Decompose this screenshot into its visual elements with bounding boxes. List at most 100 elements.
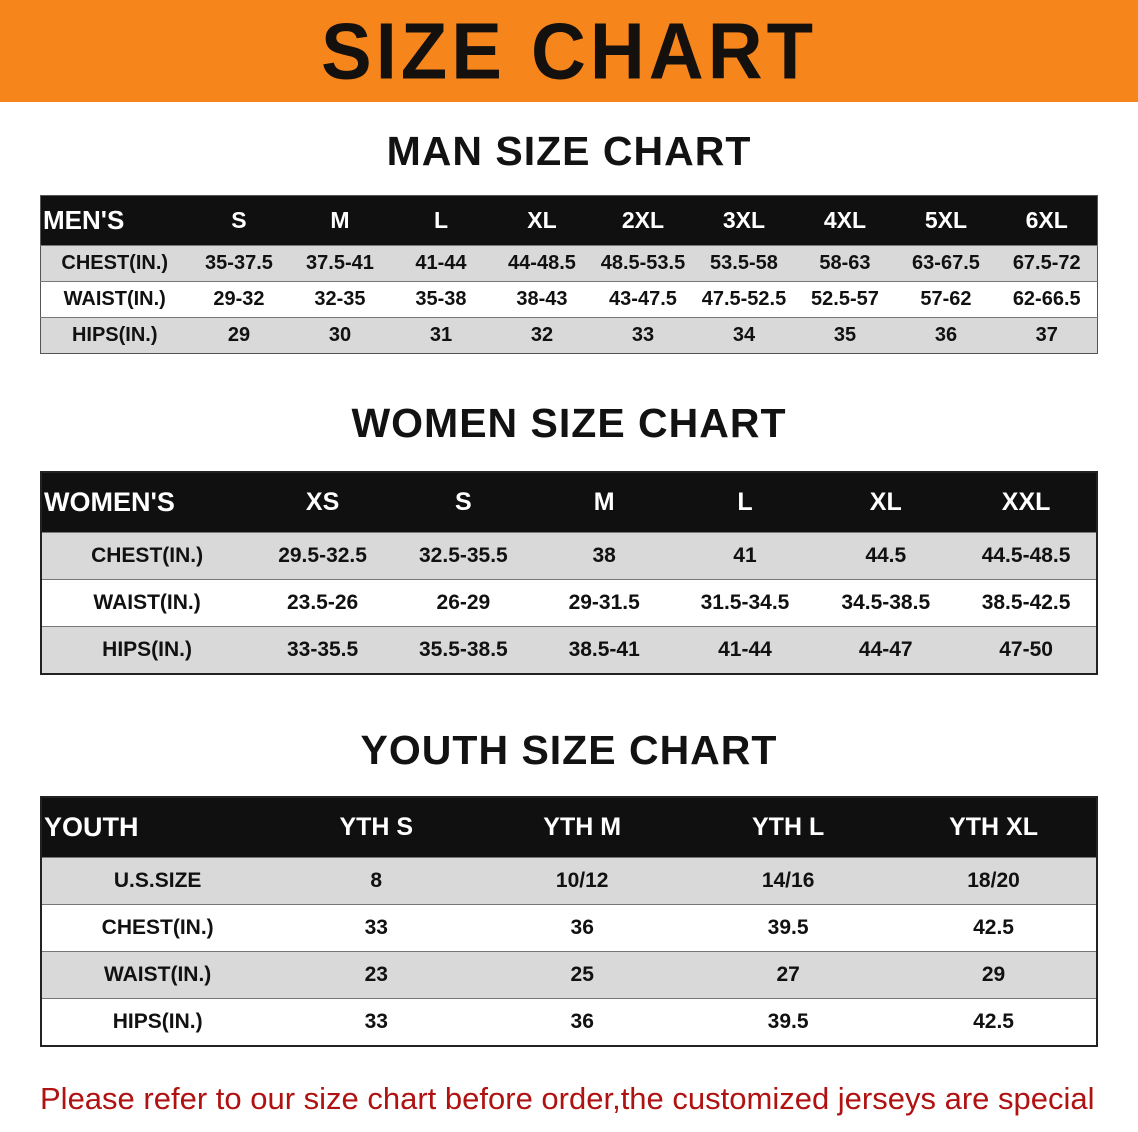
value-cell: 36 <box>479 904 686 952</box>
value-cell: 47-50 <box>956 626 1097 674</box>
measurement-row: WAIST(IN.) 29-32 32-35 35-38 38-43 43-47.5 47.… <box>40 281 1098 318</box>
size-header-cell: 4XL <box>823 207 867 233</box>
value-cell: 41-44 <box>674 626 816 674</box>
value-cell: 44.5-48.5 <box>956 532 1097 580</box>
value-cell: 63-67.5 <box>895 245 997 282</box>
value-cell: 35 <box>794 317 896 354</box>
size-header-cell: XXL <box>1001 488 1051 516</box>
value-cell: 31.5-34.5 <box>674 579 816 627</box>
value-cell: 30 <box>289 317 391 354</box>
row-label-cell: U.S.SIZE <box>41 857 274 905</box>
size-header-cell: L <box>737 488 753 516</box>
section-heading-youth: YOUTH SIZE CHART <box>360 727 778 773</box>
measurement-row: WAIST(IN.) 23 25 27 29 <box>41 951 1097 999</box>
value-cell: 33 <box>273 998 480 1046</box>
measurement-row: CHEST(IN.) 29.5-32.5 32.5-35.5 38 41 44.5 44.5… <box>41 532 1097 580</box>
value-cell: 32-35 <box>289 281 391 318</box>
value-cell: 32.5-35.5 <box>392 532 534 580</box>
value-cell: 37.5-41 <box>289 245 391 282</box>
value-cell: 29.5-32.5 <box>252 532 393 580</box>
row-label-cell: CHEST(IN.) <box>41 532 253 580</box>
value-cell: 38.5-41 <box>533 626 675 674</box>
measurement-row: U.S.SIZE 8 10/12 14/16 18/20 <box>41 857 1097 905</box>
row-label-cell: CHEST(IN.) <box>41 904 274 952</box>
size-header-cell: L <box>433 207 448 233</box>
value-cell: 41 <box>674 532 816 580</box>
value-cell: 57-62 <box>895 281 997 318</box>
row-label-cell: WAIST(IN.) <box>41 579 253 627</box>
size-header-cell: M <box>593 488 615 516</box>
value-cell: 36 <box>479 998 686 1046</box>
table-header-row: YOUTH YTH S YTH M YTH L YTH XL <box>41 797 1097 858</box>
value-cell: 29 <box>891 951 1097 999</box>
value-cell: 44-48.5 <box>491 245 593 282</box>
value-cell: 33 <box>592 317 694 354</box>
youth-size-table: YOUTH YTH S YTH M YTH L YTH XL U.S.SIZE 8 10/12… <box>40 796 1098 1047</box>
table-title-cell: WOMEN'S <box>44 487 175 517</box>
value-cell: 67.5-72 <box>996 245 1098 282</box>
value-cell: 42.5 <box>891 904 1097 952</box>
disclaimer-line-1: Please refer to our size chart before or… <box>40 1081 1095 1132</box>
size-header-cell: S <box>231 207 247 233</box>
measurement-row: CHEST(IN.) 35-37.5 37.5-41 41-44 44-48.5 48.5… <box>40 245 1098 282</box>
value-cell: 26-29 <box>392 579 534 627</box>
value-cell: 29-32 <box>188 281 290 318</box>
size-header-cell: XL <box>869 488 902 516</box>
value-cell: 53.5-58 <box>693 245 795 282</box>
value-cell: 29 <box>188 317 290 354</box>
value-cell: 41-44 <box>390 245 492 282</box>
size-header-cell: YTH L <box>752 813 825 841</box>
value-cell: 31 <box>390 317 492 354</box>
value-cell: 44.5 <box>815 532 957 580</box>
measurement-row: HIPS(IN.) 33 36 39.5 42.5 <box>41 998 1097 1046</box>
row-label-cell: HIPS(IN.) <box>41 626 253 674</box>
value-cell: 35-38 <box>390 281 492 318</box>
row-label-cell: HIPS(IN.) <box>41 998 274 1046</box>
table-header-row: MEN'S S M L XL 2XL 3XL 4XL 5XL 6XL <box>40 195 1098 246</box>
value-cell: 14/16 <box>685 857 892 905</box>
value-cell: 23 <box>273 951 480 999</box>
value-cell: 39.5 <box>685 904 892 952</box>
size-chart-banner: SIZE CHART <box>0 0 1138 102</box>
value-cell: 29-31.5 <box>533 579 675 627</box>
page-title: SIZE CHART <box>321 6 817 96</box>
value-cell: 42.5 <box>891 998 1097 1046</box>
section-heading-women: WOMEN SIZE CHART <box>351 400 787 446</box>
measurement-row: HIPS(IN.) 33-35.5 35.5-38.5 38.5-41 41-44 44-… <box>41 626 1097 674</box>
table-title-cell: YOUTH <box>44 812 139 842</box>
value-cell: 37 <box>996 317 1098 354</box>
size-header-cell: XS <box>305 488 340 516</box>
size-header-cell: XL <box>527 207 557 233</box>
size-header-cell: YTH S <box>339 813 414 841</box>
value-cell: 38.5-42.5 <box>956 579 1097 627</box>
value-cell: 25 <box>479 951 686 999</box>
value-cell: 18/20 <box>891 857 1097 905</box>
measurement-row: WAIST(IN.) 23.5-26 26-29 29-31.5 31.5-34.5 34… <box>41 579 1097 627</box>
size-header-cell: 6XL <box>1025 207 1068 233</box>
value-cell: 34.5-38.5 <box>815 579 957 627</box>
disclaimer-text: Please refer to our size chart before or… <box>0 1075 1138 1132</box>
row-label-cell: WAIST(IN.) <box>40 281 189 318</box>
value-cell: 38-43 <box>491 281 593 318</box>
value-cell: 52.5-57 <box>794 281 896 318</box>
value-cell: 48.5-53.5 <box>592 245 694 282</box>
men-table-wrapper: MEN'S S M L XL 2XL 3XL 4XL 5XL 6XL CHEST(IN.) 35-37… <box>0 195 1138 354</box>
row-label-cell: CHEST(IN.) <box>40 245 189 282</box>
value-cell: 33-35.5 <box>252 626 393 674</box>
value-cell: 58-63 <box>794 245 896 282</box>
size-header-cell: YTH M <box>543 813 622 841</box>
row-label-cell: WAIST(IN.) <box>41 951 274 999</box>
youth-table-wrapper: YOUTH YTH S YTH M YTH L YTH XL U.S.SIZE 8 10/12… <box>0 796 1138 1047</box>
women-size-table: WOMEN'S XS S M L XL XXL CHEST(IN.) 29.5-32.5 32.5… <box>40 471 1098 675</box>
size-header-cell: 3XL <box>722 207 766 233</box>
row-label-cell: HIPS(IN.) <box>40 317 189 354</box>
men-size-table: MEN'S S M L XL 2XL 3XL 4XL 5XL 6XL CHEST(IN.) 35-37… <box>40 195 1098 354</box>
value-cell: 27 <box>685 951 892 999</box>
value-cell: 62-66.5 <box>996 281 1098 318</box>
size-header-cell: YTH XL <box>949 813 1038 841</box>
measurement-row: CHEST(IN.) 33 36 39.5 42.5 <box>41 904 1097 952</box>
value-cell: 35.5-38.5 <box>392 626 534 674</box>
value-cell: 36 <box>895 317 997 354</box>
value-cell: 8 <box>273 857 480 905</box>
